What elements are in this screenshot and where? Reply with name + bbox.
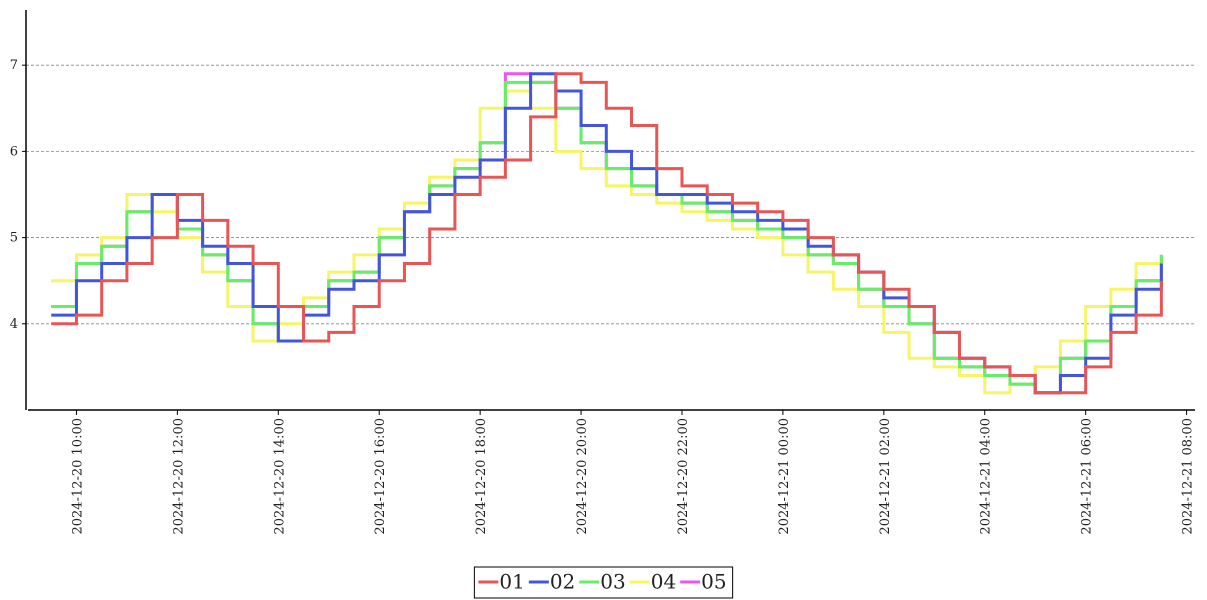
legend-text: 03 [600, 570, 625, 594]
x-tick-label: 2024-12-20 16:00 [373, 418, 388, 535]
x-tick-label: 2024-12-21 02:00 [878, 418, 893, 535]
series-line [51, 72, 1163, 395]
x-tick-label: 2024-12-21 08:00 [1181, 418, 1196, 535]
series-line [51, 72, 1163, 395]
x-tick-label: 2024-12-20 12:00 [171, 418, 186, 535]
x-tick-label: 2024-12-21 06:00 [1080, 418, 1095, 535]
y-tick-label: 5 [10, 231, 18, 246]
legend-text: 05 [701, 570, 726, 594]
series-line [51, 89, 1163, 395]
legend-text: 04 [651, 570, 676, 594]
y-tick-label: 7 [10, 58, 18, 73]
y-tick-label: 4 [10, 317, 18, 332]
x-tick-label: 2024-12-20 18:00 [474, 418, 489, 535]
legend: 01 02 03 04 05 [473, 566, 734, 599]
legend-text: 02 [550, 570, 575, 594]
legend-text: 01 [499, 570, 524, 594]
series-line [51, 72, 1163, 395]
series-line [51, 80, 1163, 395]
x-tick-label: 2024-12-21 04:00 [979, 418, 994, 535]
x-tick-label: 2024-12-20 20:00 [575, 418, 590, 535]
x-tick-label: 2024-12-21 00:00 [777, 418, 792, 535]
y-tick-label: 6 [10, 144, 18, 159]
x-tick-label: 2024-12-20 22:00 [676, 418, 691, 535]
x-tick-label: 2024-12-20 14:00 [272, 418, 287, 535]
x-tick-label: 2024-12-20 10:00 [70, 418, 85, 535]
